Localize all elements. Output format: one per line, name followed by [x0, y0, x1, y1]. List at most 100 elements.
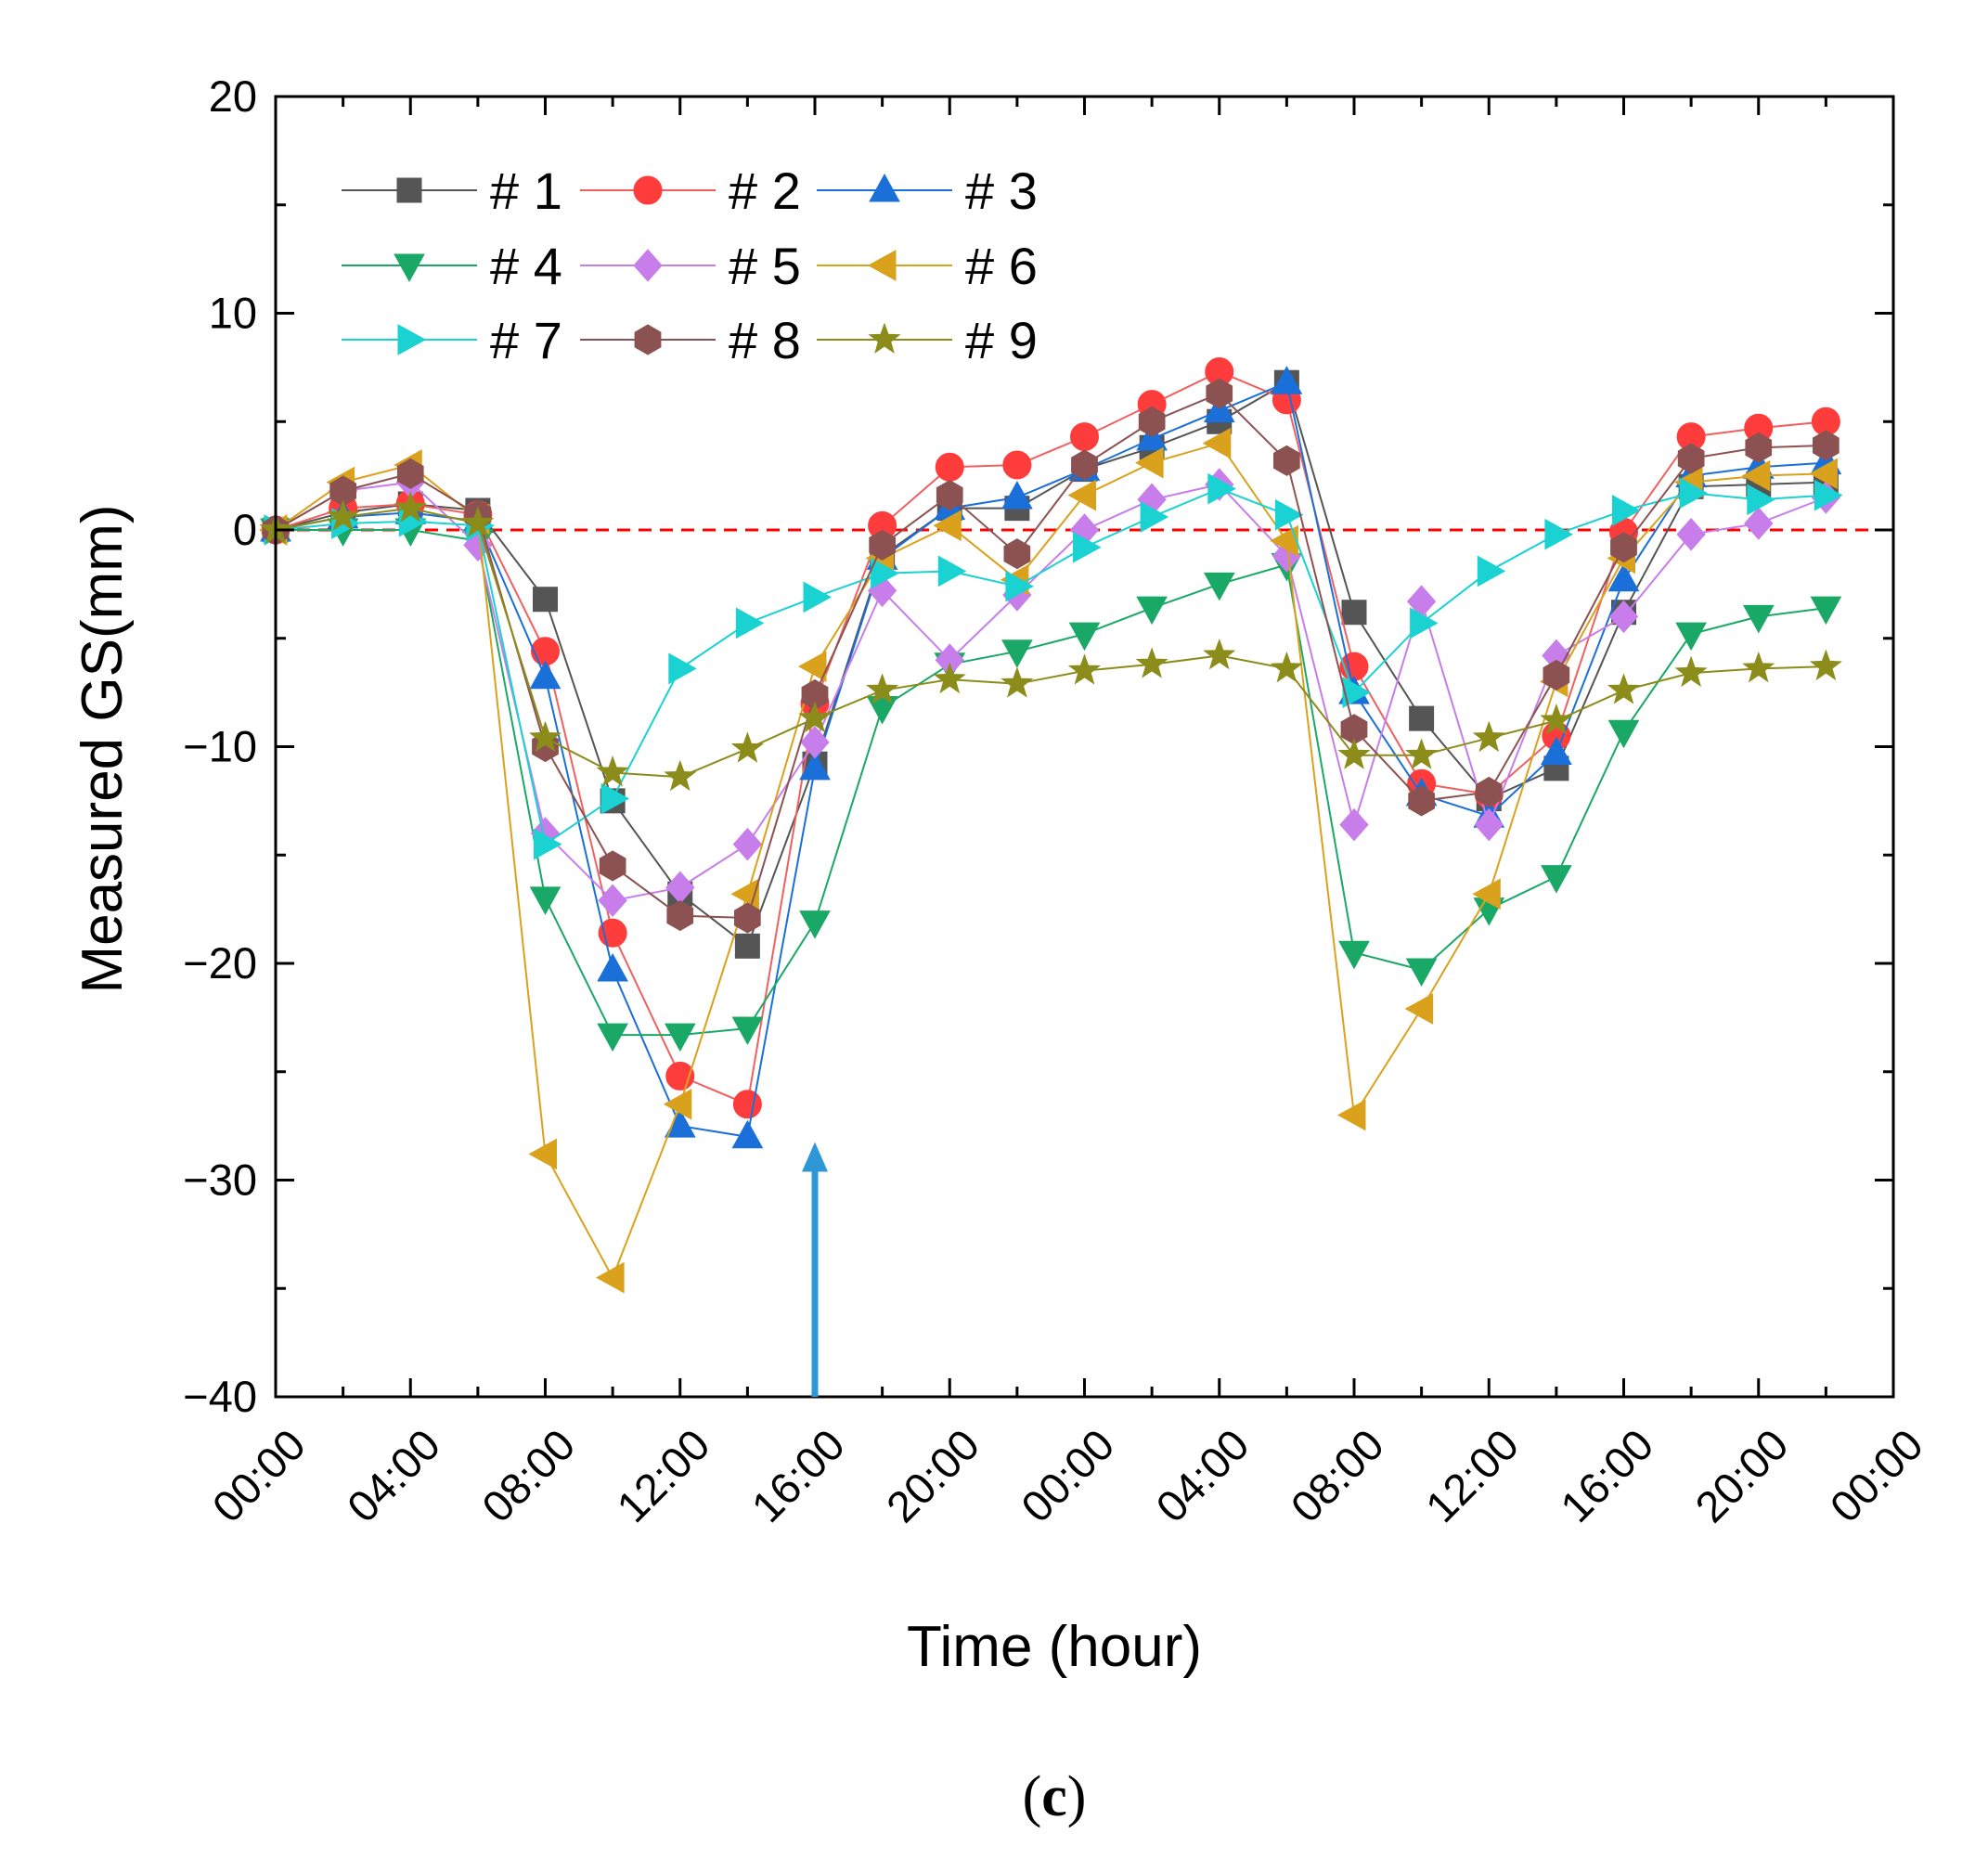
legend-label: # 6 [965, 237, 1038, 295]
x-tick-label: 08:00 [1281, 1420, 1393, 1532]
series-7-point [1544, 518, 1573, 550]
series-4-point [799, 910, 831, 939]
series-1-point [1409, 705, 1435, 731]
x-tick-label: 04:00 [338, 1420, 450, 1532]
series-6 [258, 427, 1838, 1294]
series-9-point [1337, 738, 1371, 769]
x-tick-label: 00:00 [202, 1420, 315, 1532]
series-7-point [668, 652, 697, 685]
series-8-point [734, 902, 761, 934]
legend-entry-1: # 1 [342, 161, 562, 220]
series-4-point [1675, 622, 1707, 652]
series-8-point [1206, 378, 1233, 409]
legend-marker [633, 249, 663, 282]
y-tick-label: 20 [209, 71, 257, 121]
series-6-point [528, 1138, 557, 1170]
legend-label: # 7 [490, 311, 562, 369]
series-4-point [1001, 639, 1033, 668]
legend-marker [867, 250, 897, 281]
legend-entry-4: # 4 [342, 237, 562, 295]
series-3-point [1271, 366, 1303, 394]
series-9-point [461, 506, 495, 537]
legend-label: # 3 [965, 161, 1038, 220]
series-4-point [731, 1016, 764, 1046]
series-5-line [275, 481, 1827, 902]
series-9-point [394, 491, 427, 523]
series-7-point [937, 555, 967, 587]
series-9-point [596, 755, 629, 787]
x-tick-label: 12:00 [1416, 1420, 1529, 1532]
caption-close: ) [1067, 1765, 1087, 1828]
legend-entry-2: # 2 [580, 161, 801, 220]
series-4-point [866, 696, 898, 725]
series-7-point [1612, 495, 1641, 526]
series-5-point [1474, 807, 1504, 842]
series-6-point [1270, 524, 1298, 557]
series-6-point [797, 651, 827, 682]
series-8-point [1475, 776, 1503, 808]
series-5-point [598, 884, 627, 918]
series-5-point [800, 726, 830, 759]
series-9 [259, 491, 1842, 792]
legend-label: # 2 [729, 161, 801, 220]
series-6-point [663, 1088, 692, 1120]
legend-marker [869, 173, 900, 202]
series-5-point [1339, 807, 1369, 842]
y-tick-label: 0 [233, 505, 257, 554]
legend-marker [397, 324, 427, 355]
series-6-point [1202, 427, 1232, 459]
caption-letter: c [1041, 1765, 1067, 1828]
series-4-point [1810, 596, 1842, 626]
series-4-point [1203, 572, 1235, 601]
y-tick-label: −10 [183, 722, 257, 771]
series-2-point [1002, 450, 1032, 480]
legend-marker [634, 324, 662, 355]
series-9-point [1809, 649, 1842, 681]
arrow-head [802, 1142, 828, 1172]
figure-caption: (c) [1023, 1765, 1087, 1828]
series-layer [258, 357, 1843, 1294]
series-8-point [599, 850, 626, 882]
legend-label: # 9 [965, 311, 1038, 369]
series-4 [260, 518, 1842, 1052]
series-7-point [871, 557, 899, 589]
legend-entry-8: # 8 [580, 311, 801, 369]
series-8-point [869, 529, 896, 561]
series-9-point [1067, 653, 1102, 685]
series-1-point [734, 933, 760, 959]
series-7-point [534, 828, 562, 860]
series-8-point [1543, 659, 1570, 691]
series-9-point [1742, 651, 1775, 683]
series-7-point [1073, 531, 1102, 563]
series-7-point [1005, 570, 1034, 602]
series-2-point [732, 1090, 762, 1119]
legend-marker [633, 175, 663, 205]
legend-label: # 5 [729, 237, 801, 295]
series-8-point [1677, 443, 1705, 474]
series-1 [263, 369, 1839, 959]
series-7-point [1410, 607, 1439, 639]
series-9-point [1472, 720, 1505, 753]
legend-label: # 4 [490, 237, 562, 295]
series-9-point [1405, 738, 1439, 769]
x-tick-label: 20:00 [877, 1420, 989, 1532]
caption-open: ( [1023, 1765, 1042, 1828]
y-tick-label: −30 [183, 1155, 257, 1205]
series-9-point [1270, 651, 1303, 683]
series-5-point [732, 827, 763, 861]
y-axis-title: Measured GS(mm) [71, 504, 135, 993]
series-7-point [1747, 484, 1775, 516]
series-7-point [1342, 677, 1372, 708]
legend-entry-6: # 6 [817, 237, 1038, 295]
series-5-point [1676, 517, 1706, 551]
series-4-point [1541, 865, 1572, 894]
series-8-line [275, 392, 1827, 920]
series-8-point [396, 458, 424, 489]
series-6-point [1135, 446, 1164, 479]
series-9-point [933, 662, 966, 694]
x-tick-label: 08:00 [472, 1420, 585, 1532]
series-5-point [1608, 600, 1639, 634]
series-5 [261, 465, 1841, 918]
legend: # 1 # 2 # 3 # 4 # 5 # 6 # 7 # 8 # 9 [342, 161, 1038, 369]
